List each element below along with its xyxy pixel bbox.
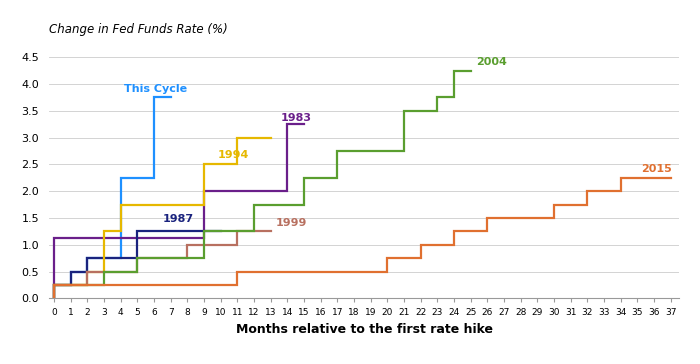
- Text: 1987: 1987: [162, 214, 193, 224]
- X-axis label: Months relative to the first rate hike: Months relative to the first rate hike: [235, 324, 493, 336]
- Text: 1983: 1983: [281, 114, 312, 123]
- Text: 2015: 2015: [640, 165, 671, 174]
- Text: This Cycle: This Cycle: [124, 84, 187, 94]
- Text: Change in Fed Funds Rate (%): Change in Fed Funds Rate (%): [49, 23, 228, 36]
- Text: 1994: 1994: [217, 150, 248, 160]
- Text: 2004: 2004: [476, 57, 507, 67]
- Text: 1999: 1999: [276, 218, 307, 228]
